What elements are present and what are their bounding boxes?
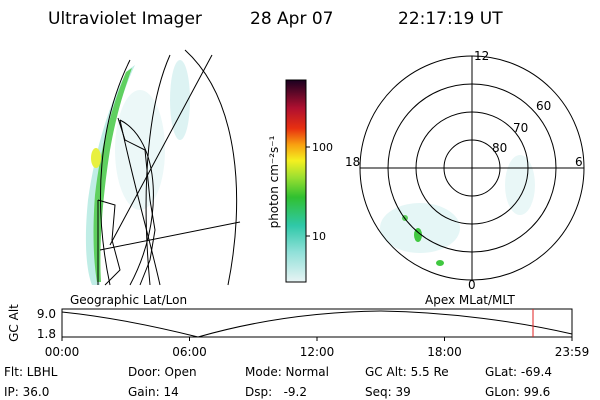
polar-label: Apex MLat/MLT [425,293,515,307]
mlt-label: 12 [474,49,489,63]
altitude-xtick-label: 18:00 [427,345,462,359]
altitude-xtick-label: 23:59 [555,345,590,359]
mlt-label: 18 [345,155,360,169]
footer-field: GLon: 99.6 [485,385,550,399]
lat-label: 80 [492,141,507,155]
footer-field: Seq: 39 [365,385,411,399]
lat-label: 70 [513,121,528,135]
footer-field: GLat: -69.4 [485,365,552,379]
altitude-ytick: 1.8 [37,327,56,341]
footer-field: IP: 36.0 [4,385,49,399]
altitude-xtick-label: 06:00 [172,345,207,359]
altitude-xtick-label: 12:00 [300,345,335,359]
altitude-frame [61,308,573,338]
altitude-ytick: 9.0 [37,307,56,321]
mlt-label: 6 [575,155,583,169]
altitude-xtick-label: 00:00 [45,345,80,359]
colorbar-label: photon cm⁻²s⁻¹ [267,135,281,228]
geographic-image [85,49,241,286]
footer-field: Dsp: -9.2 [245,385,307,399]
footer-field: Gain: 14 [128,385,179,399]
polar-plot [359,55,585,281]
time: 22:17:19 UT [398,9,503,29]
mlt-label: 0 [468,278,476,292]
altitude-curve [61,310,573,338]
left-panel-label: Geographic Lat/Lon [70,293,187,307]
footer-field: Mode: Normal [245,365,329,379]
lat-label: 60 [536,99,551,113]
footer-field: Door: Open [128,365,197,379]
altitude-ylabel: GC Alt [7,304,21,342]
footer-field: GC Alt: 5.5 Re [365,365,449,379]
colorbar-tick-label: 10 [312,230,326,243]
colorbar-tick-label: 100 [312,141,333,154]
date: 28 Apr 07 [250,9,333,29]
title: Ultraviolet Imager [48,9,202,29]
footer-field: Flt: LBHL [4,365,58,379]
colorbar [285,79,307,283]
